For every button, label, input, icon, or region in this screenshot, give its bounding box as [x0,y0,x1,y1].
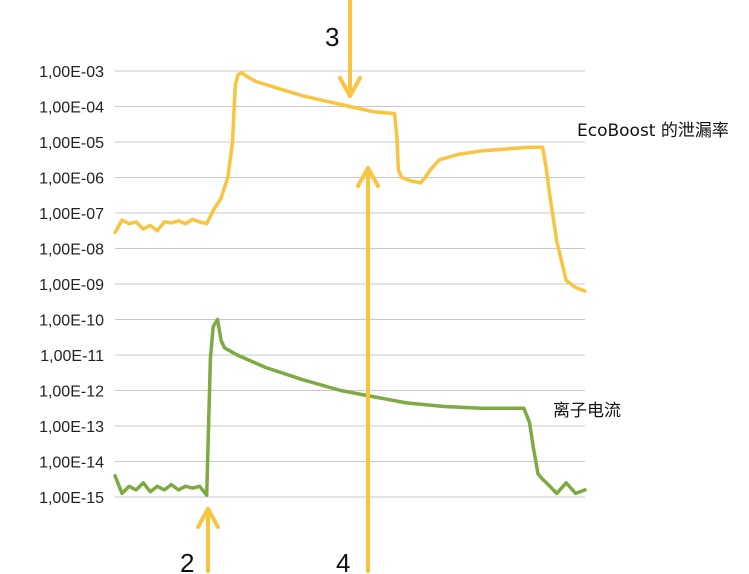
arrow-4 [356,166,380,573]
arrow-2-head [196,507,220,529]
y-tick-label: 1,00E-14 [39,455,104,472]
marker-label-2: 2 [180,548,194,574]
series-label-ion-current: 离子电流 [553,401,621,421]
y-tick-label: 1,00E-05 [39,135,104,152]
y-tick-label: 1,00E-12 [39,384,104,401]
series-line-1 [113,71,587,293]
annotation-arrows [196,0,380,573]
y-tick-label: 1,00E-09 [39,277,104,294]
y-tick-label: 1,00E-15 [39,490,104,507]
y-axis-tick-labels: 1,00E-03 1,00E-04 1,00E-05 1,00E-06 1,00E-07… [39,64,104,507]
y-tick-label: 1,00E-07 [39,206,104,223]
marker-label-3: 3 [325,22,339,52]
arrow-3 [338,0,362,98]
y-tick-label: 1,00E-11 [40,348,104,365]
y-tick-label: 1,00E-06 [39,171,104,188]
series-label-ecoboost: EcoBoost 的泄漏率 [577,121,729,141]
series-lines [113,71,587,497]
y-tick-label: 1,00E-13 [39,419,104,436]
series-line-2 [113,317,587,497]
arrow-3-head [338,76,362,98]
annotation-labels: 3 4 2 [180,22,350,574]
arrow-2 [196,507,220,573]
y-tick-label: 1,00E-03 [39,64,104,81]
arrow-4-head [356,166,380,188]
grid-lines [115,70,585,498]
y-tick-label: 1,00E-10 [39,313,104,330]
y-tick-label: 1,00E-08 [39,242,104,259]
marker-label-4: 4 [336,548,350,574]
y-tick-label: 1,00E-04 [39,100,104,117]
